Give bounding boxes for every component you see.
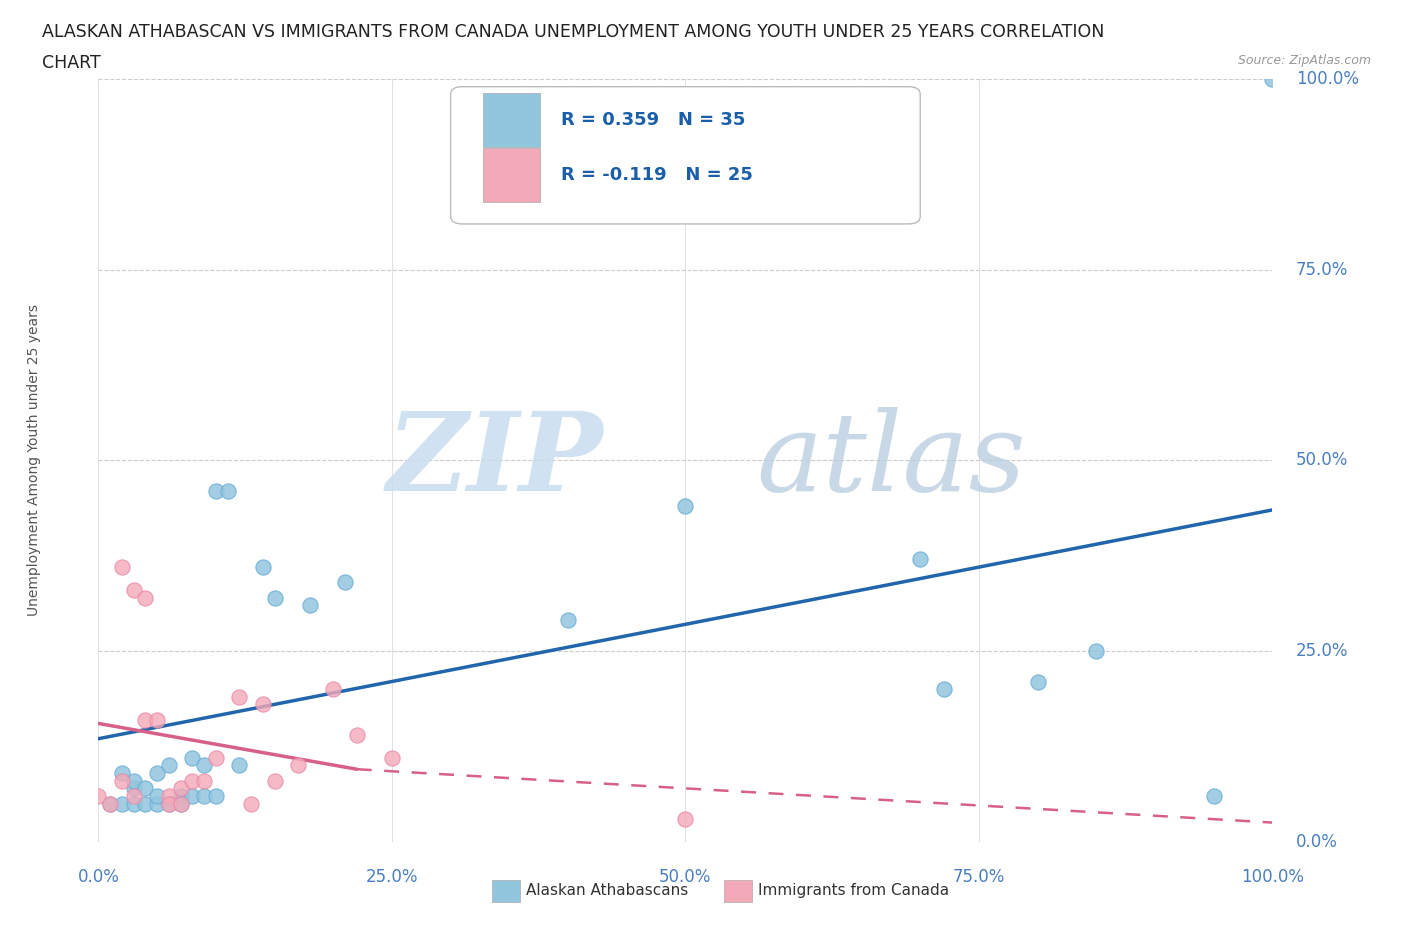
Text: R = 0.359   N = 35: R = 0.359 N = 35 [561,111,745,129]
Point [122,789,145,804]
Text: Source: ZipAtlas.com: Source: ZipAtlas.com [1237,54,1371,67]
Text: 25.0%: 25.0% [366,869,418,886]
Point [111,560,134,575]
Point [98,796,121,811]
Bar [484,93,540,147]
Point [157,796,180,811]
Point [122,582,145,597]
Point [205,789,228,804]
Point [169,796,191,811]
Point [157,796,180,811]
Point [217,484,239,498]
Point [1026,674,1049,689]
Text: CHART: CHART [42,54,101,72]
Text: 0.0%: 0.0% [1296,832,1337,851]
Point [298,598,321,613]
Point [205,484,228,498]
Text: 100.0%: 100.0% [1296,70,1360,88]
Point [228,689,250,704]
Point [98,796,121,811]
FancyBboxPatch shape [450,86,920,224]
Point [134,712,156,727]
Point [146,712,169,727]
Point [287,758,309,773]
Point [146,765,169,780]
Text: Alaskan Athabascans: Alaskan Athabascans [526,884,688,898]
Text: ALASKAN ATHABASCAN VS IMMIGRANTS FROM CANADA UNEMPLOYMENT AMONG YOUTH UNDER 25 Y: ALASKAN ATHABASCAN VS IMMIGRANTS FROM CA… [42,23,1105,41]
Point [263,773,285,788]
Text: atlas: atlas [756,406,1025,514]
Point [181,789,204,804]
Point [240,796,263,811]
Point [169,789,191,804]
Text: 0.0%: 0.0% [77,869,120,886]
Point [333,575,356,590]
Text: R = -0.119   N = 25: R = -0.119 N = 25 [561,166,752,184]
Point [1085,644,1108,658]
Point [557,613,579,628]
Text: 100.0%: 100.0% [1241,869,1303,886]
Point [381,751,404,765]
Bar [484,148,540,202]
Text: 50.0%: 50.0% [1296,451,1348,470]
Point [181,773,204,788]
Point [193,758,215,773]
Point [908,552,931,567]
Point [122,773,145,788]
Point [134,781,156,796]
Point [252,697,274,711]
Point [193,789,215,804]
Point [87,789,110,804]
Point [252,560,274,575]
Point [675,811,697,826]
Point [205,751,228,765]
Point [169,796,191,811]
Point [134,591,156,605]
Text: Unemployment Among Youth under 25 years: Unemployment Among Youth under 25 years [27,304,41,617]
Point [122,781,145,796]
Point [157,789,180,804]
Text: 75.0%: 75.0% [953,869,1005,886]
Point [263,591,285,605]
Point [181,751,204,765]
Point [146,789,169,804]
Point [111,796,134,811]
Point [169,781,191,796]
Point [1202,789,1225,804]
Point [932,682,955,697]
Text: 25.0%: 25.0% [1296,642,1348,660]
Point [134,796,156,811]
Point [346,727,368,742]
Point [1261,72,1284,86]
Point [193,773,215,788]
Point [322,682,344,697]
Point [157,758,180,773]
Point [675,498,697,513]
Point [111,765,134,780]
Point [122,796,145,811]
Point [228,758,250,773]
Point [111,773,134,788]
Text: 50.0%: 50.0% [659,869,711,886]
Point [146,796,169,811]
Text: Immigrants from Canada: Immigrants from Canada [758,884,949,898]
Text: ZIP: ZIP [387,406,603,514]
Text: 75.0%: 75.0% [1296,260,1348,279]
